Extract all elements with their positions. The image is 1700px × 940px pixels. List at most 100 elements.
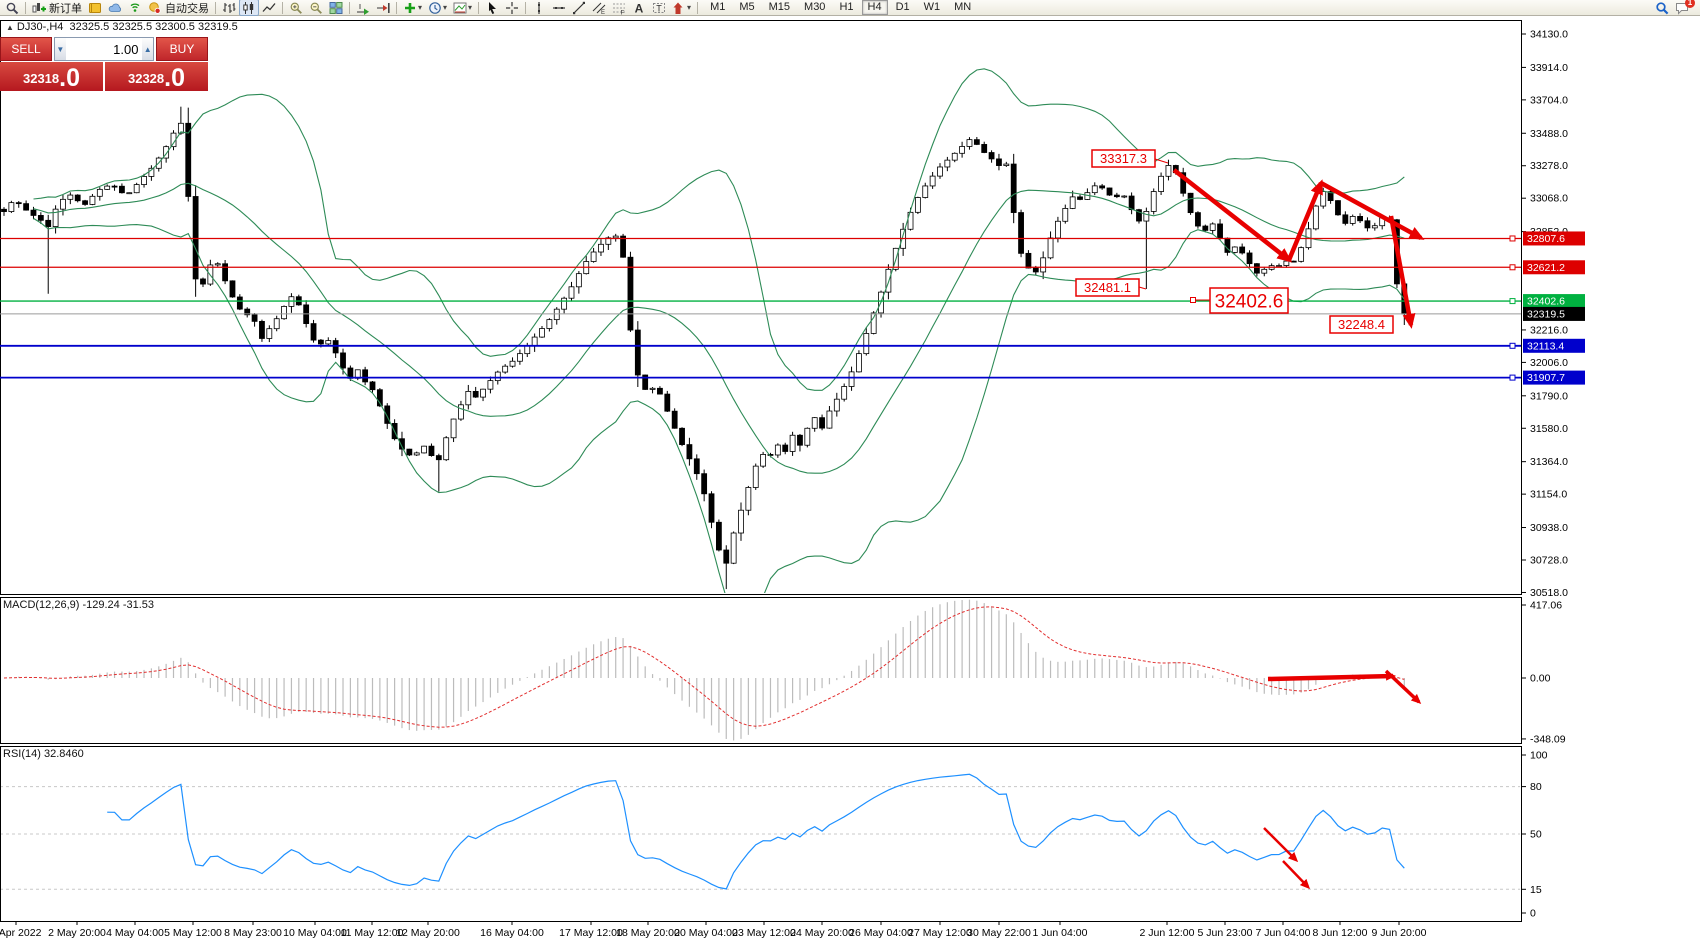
crosshair-button[interactable]: [502, 0, 522, 16]
svg-text:32481.1: 32481.1: [1084, 280, 1131, 295]
trendline-button[interactable]: [569, 0, 589, 16]
chart-bars-button[interactable]: [219, 0, 239, 16]
zoom-in-button[interactable]: [286, 0, 306, 16]
rsi-trend-arrow[interactable]: [1263, 827, 1299, 863]
new-order-button-label: 新订单: [49, 2, 82, 15]
candle: [789, 431, 796, 456]
candle: [229, 280, 236, 298]
horizontal-line-button[interactable]: [549, 0, 569, 16]
channel-button[interactable]: E: [589, 0, 609, 16]
candle: [1305, 221, 1312, 250]
price-annotation-label[interactable]: 32402.6: [1190, 287, 1289, 314]
fibonacci-button[interactable]: F: [609, 0, 629, 16]
auto-scroll-button[interactable]: [353, 0, 373, 16]
svg-text:31907.7: 31907.7: [1527, 372, 1565, 384]
candle: [391, 419, 398, 441]
buy-button[interactable]: BUY: [156, 37, 208, 61]
candle: [723, 545, 730, 590]
chat-icon[interactable]: 1: [1672, 0, 1695, 16]
trend-arrow[interactable]: [1172, 168, 1293, 263]
horizontal-levels[interactable]: [0, 235, 1521, 381]
trend-arrow[interactable]: [1388, 215, 1416, 329]
candle: [126, 192, 133, 195]
price-chip: 32319.5: [1523, 306, 1585, 321]
toolbar-separator: [525, 1, 527, 14]
candle: [443, 436, 450, 462]
timeframe-w1-button[interactable]: W1: [923, 1, 941, 13]
volume-decrease-button[interactable]: ▼: [55, 38, 66, 60]
indicators-button[interactable]: ▾: [400, 0, 425, 16]
tile-windows-button[interactable]: [326, 0, 346, 16]
price-axis[interactable]: 34130.0 33914.0 33704.0 33488.0 33278.0 33068…: [1521, 29, 1585, 920]
chart-marker-icon: ▲: [6, 23, 14, 32]
periods-button[interactable]: ▾: [425, 0, 450, 16]
text-label-button[interactable]: T: [649, 0, 669, 16]
volume-increase-button[interactable]: ▲: [142, 38, 153, 60]
candle: [148, 165, 155, 181]
volume-input[interactable]: [65, 38, 143, 60]
candle: [428, 443, 435, 457]
candle: [1195, 211, 1201, 229]
chart-shift-button[interactable]: [373, 0, 393, 16]
time-axis-label: 10 May 04:00: [283, 927, 347, 939]
sell-price-tile[interactable]: 32318.0: [0, 62, 103, 91]
timeframe-h1-button[interactable]: H1: [839, 1, 854, 13]
candle: [1231, 246, 1238, 254]
svg-text:31364.0: 31364.0: [1530, 456, 1568, 468]
candle: [487, 376, 494, 394]
time-axis[interactable]: 9 Apr 2022 2 May 20:004 May 04:005 May 12…: [0, 921, 1427, 939]
macd-trend-arrow[interactable]: [1267, 671, 1396, 682]
vertical-line-button[interactable]: [529, 0, 549, 16]
macd-trend-arrow[interactable]: [1384, 669, 1422, 705]
magnifier-icon[interactable]: [2, 0, 22, 16]
autotrade-button[interactable]: 自动交易: [145, 0, 212, 16]
trend-arrow[interactable]: [1319, 181, 1425, 240]
price-annotation-label[interactable]: 32248.4: [1329, 315, 1394, 334]
cloud-icon[interactable]: [105, 0, 125, 16]
candle: [502, 364, 509, 374]
time-axis-label: 23 May 12:00: [732, 927, 796, 939]
candle: [236, 294, 243, 311]
candle: [421, 445, 427, 454]
candle: [937, 163, 943, 179]
candle: [1003, 161, 1010, 167]
trend-arrow[interactable]: [1286, 179, 1324, 261]
candle: [1246, 250, 1253, 268]
timeframe-group: M1 M5 M15 M30 H1 H4 D1 W1 MN: [703, 0, 978, 15]
candle: [1180, 167, 1187, 197]
search-icon[interactable]: [1652, 0, 1672, 16]
timeframe-h4-button[interactable]: H4: [861, 0, 888, 15]
candle: [664, 390, 671, 413]
journal-icon[interactable]: [85, 0, 105, 16]
price-annotation-label[interactable]: 33317.3: [1091, 149, 1169, 168]
candle: [1349, 214, 1356, 226]
rsi-trend-arrow[interactable]: [1282, 860, 1311, 890]
templates-button[interactable]: ▾: [450, 0, 475, 16]
price-annotation-label[interactable]: 32481.1: [1075, 278, 1147, 297]
svg-text:31790.0: 31790.0: [1530, 390, 1568, 402]
new-order-button[interactable]: 新订单: [29, 0, 85, 16]
timeframe-m1-button[interactable]: M1: [710, 1, 726, 13]
cursor-button[interactable]: [482, 0, 502, 16]
timeframe-m30-button[interactable]: M30: [804, 1, 826, 13]
timeframe-mn-button[interactable]: MN: [954, 1, 972, 13]
buy-price-tile[interactable]: 32328.0: [105, 62, 208, 91]
arrows-button[interactable]: ▾: [669, 0, 694, 16]
signal-icon[interactable]: [125, 0, 145, 16]
candle: [1069, 190, 1076, 210]
candle: [826, 406, 833, 429]
timeframe-d1-button[interactable]: D1: [895, 1, 910, 13]
svg-text:31580.0: 31580.0: [1530, 423, 1568, 435]
chart-line-button[interactable]: [259, 0, 279, 16]
zoom-out-button[interactable]: [306, 0, 326, 16]
text-button[interactable]: A: [629, 0, 649, 16]
candle: [774, 443, 781, 458]
candle: [590, 247, 597, 263]
sell-button[interactable]: SELL: [0, 37, 52, 61]
timeframe-m5-button[interactable]: M5: [739, 1, 755, 13]
candle: [1187, 192, 1194, 215]
chart-candles-button[interactable]: [239, 0, 259, 16]
timeframe-m15-button[interactable]: M15: [768, 1, 791, 13]
candle: [1335, 200, 1341, 216]
